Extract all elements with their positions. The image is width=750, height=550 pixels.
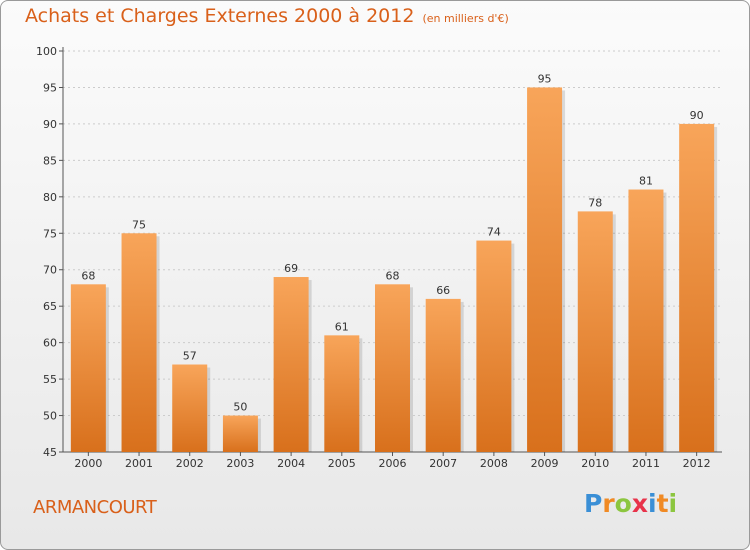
bar	[70, 284, 106, 452]
x-tick-label: 2001	[125, 457, 153, 470]
x-tick-label: 2007	[429, 457, 457, 470]
y-tick-label: 60	[43, 337, 57, 350]
y-tick-label: 95	[43, 81, 57, 94]
logo-letter: i	[648, 489, 657, 518]
town-name: ARMANCOURT	[33, 497, 157, 518]
bar-value-label: 66	[436, 284, 450, 297]
bar	[476, 240, 512, 452]
x-tick-label: 2011	[632, 457, 660, 470]
bar-value-label: 95	[538, 72, 552, 85]
bar	[375, 284, 410, 452]
bar	[527, 87, 563, 453]
bar	[273, 277, 309, 452]
chart-subtitle: (en milliers d'€)	[422, 12, 509, 25]
bar-value-label: 68	[81, 269, 95, 282]
bar	[425, 298, 461, 452]
y-tick-label: 90	[43, 118, 57, 131]
bar-value-label: 57	[183, 350, 197, 363]
bar	[172, 364, 208, 452]
bar-value-label: 69	[284, 262, 298, 275]
bar-value-label: 78	[588, 196, 602, 209]
bar-value-label: 74	[487, 226, 501, 239]
y-tick-label: 55	[43, 373, 57, 386]
x-tick-label: 2008	[480, 457, 508, 470]
bar	[577, 211, 613, 452]
bar	[628, 189, 664, 452]
logo-letter: r	[602, 489, 615, 518]
x-tick-label: 2012	[683, 457, 711, 470]
y-tick-label: 65	[43, 300, 57, 313]
bar-value-label: 50	[233, 401, 247, 414]
x-tick-label: 2006	[379, 457, 407, 470]
logo-letter: i	[668, 489, 678, 518]
chart-title: Achats et Charges Externes 2000 à 2012	[25, 5, 415, 27]
logo-letter: x	[631, 489, 648, 518]
bar	[679, 123, 715, 452]
proxiti-logo[interactable]: Proxiti	[584, 489, 677, 518]
y-tick-label: 70	[43, 264, 57, 277]
x-tick-label: 2004	[277, 457, 305, 470]
x-tick-label: 2005	[328, 457, 356, 470]
bar-value-label: 68	[386, 269, 400, 282]
y-tick-label: 80	[43, 191, 57, 204]
bar-value-label: 81	[639, 175, 653, 188]
bar-value-label: 61	[335, 320, 349, 333]
x-tick-label: 2000	[74, 457, 102, 470]
logo-letter: P	[584, 489, 603, 518]
y-tick-label: 75	[43, 227, 57, 240]
bar-value-label: 90	[690, 109, 704, 122]
y-tick-label: 100	[36, 45, 57, 58]
x-tick-label: 2003	[226, 457, 254, 470]
bar	[222, 415, 258, 452]
bar	[121, 233, 157, 452]
bar-value-label: 75	[132, 218, 146, 231]
y-tick-label: 45	[43, 446, 57, 459]
y-tick-label: 50	[43, 410, 57, 423]
x-tick-label: 2009	[531, 457, 559, 470]
logo-letter: o	[614, 489, 632, 518]
bar	[324, 335, 360, 452]
title-line: Achats et Charges Externes 2000 à 2012 (e…	[25, 5, 509, 27]
x-tick-label: 2002	[176, 457, 204, 470]
x-tick-label: 2010	[581, 457, 609, 470]
logo-letter: t	[656, 489, 669, 518]
y-tick-label: 85	[43, 154, 57, 167]
